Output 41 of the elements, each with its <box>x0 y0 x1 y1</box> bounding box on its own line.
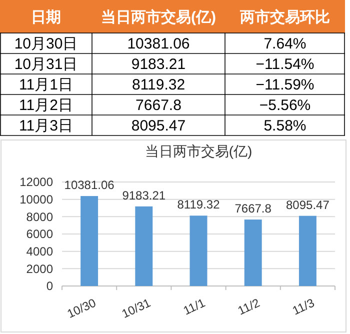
text: 7667.8 <box>136 97 182 114</box>
text: 两市交易环比 <box>239 8 330 26</box>
bar <box>80 196 98 286</box>
y-tick-label: 4000 <box>26 244 54 259</box>
text: −11.54% <box>256 56 314 74</box>
bar <box>190 216 208 286</box>
text: 11月2日 <box>19 97 73 114</box>
x-tick-label: 11/3 <box>290 296 317 318</box>
bar <box>135 206 153 286</box>
y-tick-label: 6000 <box>26 227 54 242</box>
text: 9183.21 <box>131 56 186 74</box>
x-tick-label: 10/31 <box>120 296 154 322</box>
text: −11.59% <box>256 76 314 94</box>
text: 10月30日 <box>14 36 78 53</box>
bar <box>298 216 316 286</box>
text: 11月1日 <box>19 76 73 94</box>
text: 7.64% <box>264 36 306 53</box>
data-label: 10381.06 <box>64 178 115 192</box>
chart-title: 当日两市交易(亿) <box>144 143 252 159</box>
data-label: 7667.8 <box>234 202 272 216</box>
y-tick-label: 2000 <box>26 262 54 276</box>
x-tick-label: 11/1 <box>181 296 208 318</box>
y-tick-label: 10000 <box>20 192 54 207</box>
y-tick-label: 0 <box>46 279 54 294</box>
text: 10381.06 <box>127 36 190 53</box>
y-tick-label: 8000 <box>26 210 54 224</box>
text: 8119.32 <box>132 76 186 94</box>
text: 10月31日 <box>14 56 78 74</box>
x-tick-label: 11/2 <box>236 296 262 318</box>
text: 5.58% <box>264 118 306 135</box>
bar <box>244 220 262 286</box>
text: 8095.47 <box>131 118 186 135</box>
y-tick-label: 12000 <box>20 175 54 190</box>
text: −5.56% <box>259 97 311 114</box>
data-label: 8095.47 <box>286 198 330 212</box>
x-tick-label: 10/30 <box>64 296 98 322</box>
text: 11月3日 <box>19 118 73 135</box>
data-label: 9183.21 <box>122 188 166 202</box>
text: 当日两市交易(亿) <box>101 8 216 26</box>
data-label: 8119.32 <box>177 198 220 212</box>
text: 日期 <box>31 8 61 26</box>
